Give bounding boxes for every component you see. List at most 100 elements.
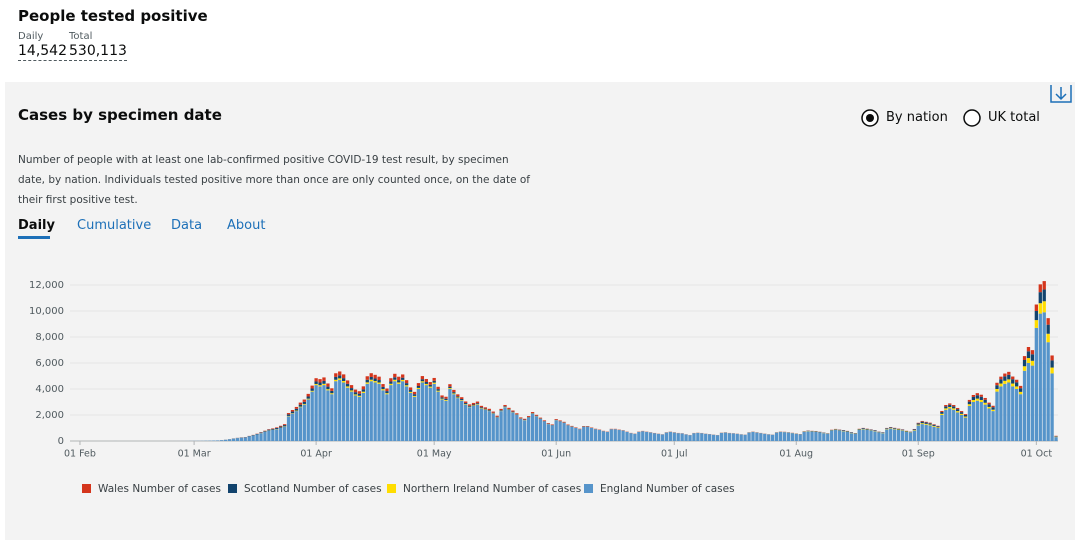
bar-segment bbox=[924, 423, 928, 425]
tab-active[interactable]: Daily bbox=[18, 218, 55, 233]
bar-segment bbox=[483, 407, 488, 409]
bar-segment bbox=[995, 385, 999, 389]
tab[interactable]: Data bbox=[171, 218, 203, 233]
bar-segment bbox=[475, 404, 480, 441]
bar-segment bbox=[491, 412, 495, 414]
y-tick-label: 2,000 bbox=[35, 410, 64, 421]
bar-segment bbox=[822, 433, 826, 441]
radio-selected[interactable] bbox=[860, 108, 880, 128]
bar-segment bbox=[330, 388, 334, 391]
bar-segment bbox=[1015, 389, 1019, 441]
radio[interactable] bbox=[962, 108, 982, 128]
bar-segment bbox=[267, 429, 271, 431]
bar-segment bbox=[574, 428, 578, 441]
bar-segment bbox=[715, 435, 720, 441]
bar-segment bbox=[373, 382, 377, 441]
bar-segment bbox=[774, 432, 779, 441]
bar-segment bbox=[952, 409, 956, 441]
legend-label: Scotland Number of cases bbox=[244, 483, 382, 495]
bar-segment bbox=[865, 428, 869, 430]
legend-label: England Number of cases bbox=[600, 483, 735, 495]
bar-segment bbox=[397, 376, 401, 381]
bar-segment bbox=[334, 379, 338, 382]
bar-segment bbox=[404, 383, 409, 386]
bar-segment bbox=[310, 385, 314, 389]
bar-segment bbox=[936, 428, 940, 441]
bar-segment bbox=[806, 431, 810, 441]
bar-segment bbox=[286, 416, 291, 441]
bar-segment bbox=[223, 439, 228, 441]
bar-segment bbox=[1011, 379, 1015, 384]
bar-segment bbox=[428, 386, 432, 388]
bar-segment bbox=[983, 404, 987, 441]
bar-segment bbox=[290, 413, 295, 441]
bar-segment bbox=[294, 406, 299, 409]
bar-segment bbox=[1018, 394, 1023, 441]
bar-segment bbox=[342, 374, 346, 379]
bar-segment bbox=[794, 433, 798, 441]
x-tick-label: 01 May bbox=[417, 449, 452, 460]
bar-segment bbox=[771, 434, 775, 441]
bar-segment bbox=[306, 398, 310, 400]
radio-label[interactable]: UK total bbox=[988, 110, 1040, 125]
bar-segment bbox=[436, 386, 440, 390]
bar-segment bbox=[349, 388, 354, 391]
bar-segment bbox=[1030, 365, 1035, 441]
bar-segment bbox=[464, 404, 468, 441]
bar-segment bbox=[408, 391, 413, 393]
bar-segment bbox=[231, 438, 236, 441]
bar-segment bbox=[751, 431, 755, 441]
bar-segment bbox=[255, 434, 259, 441]
tab[interactable]: About bbox=[227, 218, 266, 233]
bar-segment bbox=[314, 385, 318, 441]
bar-segment bbox=[1042, 281, 1046, 290]
metric-value[interactable]: 530,113 bbox=[69, 43, 127, 61]
card-title: Cases by specimen date bbox=[18, 106, 222, 124]
bar-segment bbox=[503, 406, 507, 407]
bar-segment bbox=[696, 432, 700, 441]
bar-segment bbox=[955, 411, 960, 413]
bar-segment bbox=[306, 399, 310, 441]
bar-segment bbox=[704, 433, 708, 441]
bar-segment bbox=[983, 399, 987, 403]
bar-segment bbox=[267, 430, 271, 441]
bar-segment bbox=[991, 411, 995, 441]
bar-segment bbox=[944, 409, 948, 441]
bar-segment bbox=[275, 427, 279, 429]
bar-segment bbox=[1026, 363, 1031, 441]
radio-label[interactable]: By nation bbox=[886, 110, 948, 125]
bar-segment bbox=[955, 412, 960, 441]
bar-segment bbox=[837, 430, 842, 441]
bar-segment bbox=[948, 403, 952, 405]
bar-segment bbox=[743, 434, 747, 441]
bar-segment bbox=[656, 433, 661, 441]
tab[interactable]: Cumulative bbox=[77, 218, 152, 233]
bar-segment bbox=[247, 436, 251, 441]
bar-segment bbox=[1042, 301, 1046, 313]
bar-segment bbox=[991, 407, 995, 410]
bar-segment bbox=[861, 428, 865, 429]
bar-segment bbox=[542, 421, 547, 441]
bar-segment bbox=[428, 384, 432, 387]
bar-segment bbox=[326, 389, 330, 391]
bar-segment bbox=[995, 382, 999, 386]
metric-value[interactable]: 14,542 bbox=[18, 43, 67, 61]
bar-segment bbox=[412, 394, 417, 396]
bar-segment bbox=[334, 381, 338, 441]
bar-segment bbox=[444, 398, 448, 400]
bar-segment bbox=[318, 386, 322, 441]
bar-segment bbox=[345, 387, 350, 441]
bar-segment bbox=[286, 413, 291, 415]
bar-segment bbox=[475, 401, 480, 404]
bar-segment bbox=[475, 404, 480, 405]
bar-segment bbox=[345, 386, 350, 388]
bar-segment bbox=[239, 437, 243, 441]
bar-segment bbox=[389, 378, 393, 382]
bar-segment bbox=[302, 404, 306, 441]
bar-segment bbox=[995, 391, 999, 441]
bar-segment bbox=[460, 400, 464, 401]
bar-segment bbox=[763, 433, 767, 441]
bar-segment bbox=[1054, 436, 1058, 437]
bar-segment bbox=[464, 401, 468, 404]
download-icon[interactable] bbox=[1050, 84, 1072, 104]
